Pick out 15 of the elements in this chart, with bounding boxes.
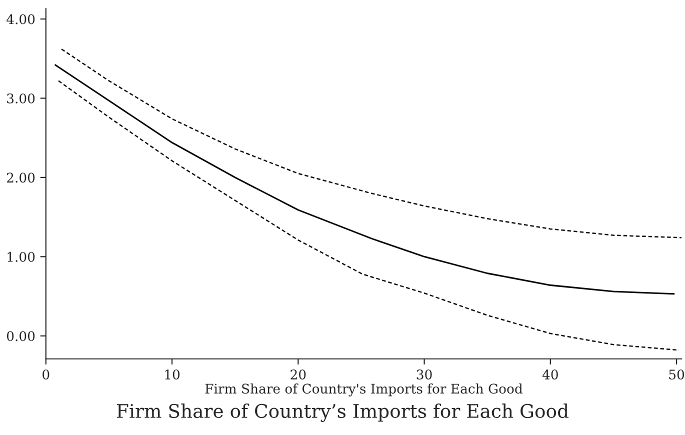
x-tick-label: 30 bbox=[416, 370, 432, 380]
line-series bbox=[54, 64, 675, 295]
y-tick-label: 4.00 bbox=[6, 14, 35, 24]
x-tick-label: 0 bbox=[42, 370, 50, 380]
text: Firm Share of Country’s Imports for Each Good bbox=[116, 404, 569, 422]
x-tick-label: 10 bbox=[165, 370, 180, 380]
x-axis-title: Firm Share of Country's Imports for Each Good bbox=[205, 383, 522, 396]
line-series bbox=[60, 48, 682, 238]
y-tick-label: 0.00 bbox=[6, 331, 35, 342]
x-tick-label: 50 bbox=[669, 370, 684, 380]
y-tick-label: 2.00 bbox=[6, 172, 35, 183]
x-tick-label: 20 bbox=[290, 370, 306, 380]
y-tick-label: 1.00 bbox=[8, 252, 35, 262]
x-tick-label: 40 bbox=[542, 370, 558, 380]
y-tick-label: 3.00 bbox=[7, 93, 35, 104]
